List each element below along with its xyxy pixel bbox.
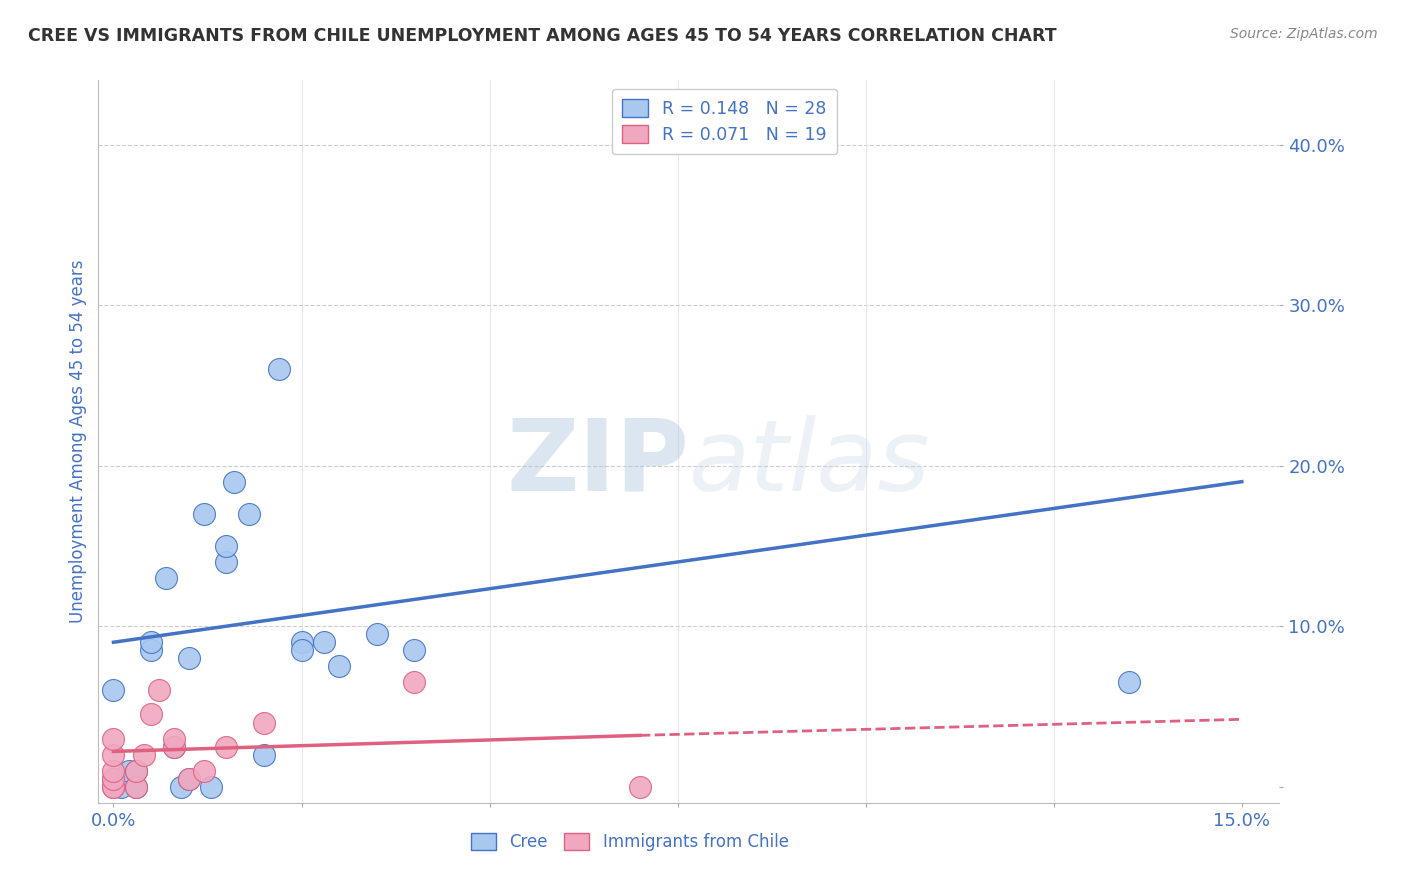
Point <box>155 571 177 585</box>
Point <box>103 780 125 794</box>
Point <box>125 764 148 778</box>
Point <box>193 764 215 778</box>
Point <box>103 731 125 746</box>
Text: Source: ZipAtlas.com: Source: ZipAtlas.com <box>1230 27 1378 41</box>
Point <box>366 627 388 641</box>
Point <box>267 362 290 376</box>
Point <box>404 643 426 657</box>
Point <box>193 507 215 521</box>
Text: ZIP: ZIP <box>506 415 689 512</box>
Point <box>163 739 186 754</box>
Point <box>148 683 170 698</box>
Point <box>103 747 125 762</box>
Point <box>103 780 125 794</box>
Point <box>139 707 162 722</box>
Point <box>314 635 336 649</box>
Text: atlas: atlas <box>689 415 931 512</box>
Legend: Cree, Immigrants from Chile: Cree, Immigrants from Chile <box>463 825 797 860</box>
Point <box>404 675 426 690</box>
Point <box>132 747 155 762</box>
Point <box>215 739 238 754</box>
Point <box>163 739 186 754</box>
Point <box>215 555 238 569</box>
Point <box>110 780 132 794</box>
Point <box>177 772 200 786</box>
Point <box>117 764 139 778</box>
Point <box>103 764 125 778</box>
Point <box>103 772 125 786</box>
Point <box>139 643 162 657</box>
Y-axis label: Unemployment Among Ages 45 to 54 years: Unemployment Among Ages 45 to 54 years <box>69 260 87 624</box>
Point <box>125 764 148 778</box>
Text: CREE VS IMMIGRANTS FROM CHILE UNEMPLOYMENT AMONG AGES 45 TO 54 YEARS CORRELATION: CREE VS IMMIGRANTS FROM CHILE UNEMPLOYME… <box>28 27 1057 45</box>
Point <box>215 539 238 553</box>
Point <box>628 780 651 794</box>
Point <box>139 635 162 649</box>
Point <box>125 780 148 794</box>
Point <box>238 507 260 521</box>
Point <box>170 780 193 794</box>
Point <box>1118 675 1140 690</box>
Point <box>253 747 276 762</box>
Point <box>222 475 245 489</box>
Point <box>328 659 350 673</box>
Point <box>163 731 186 746</box>
Point <box>177 651 200 665</box>
Point <box>253 715 276 730</box>
Point <box>200 780 222 794</box>
Point <box>177 772 200 786</box>
Point <box>125 780 148 794</box>
Point <box>103 772 125 786</box>
Point <box>103 683 125 698</box>
Point <box>290 643 312 657</box>
Point <box>290 635 312 649</box>
